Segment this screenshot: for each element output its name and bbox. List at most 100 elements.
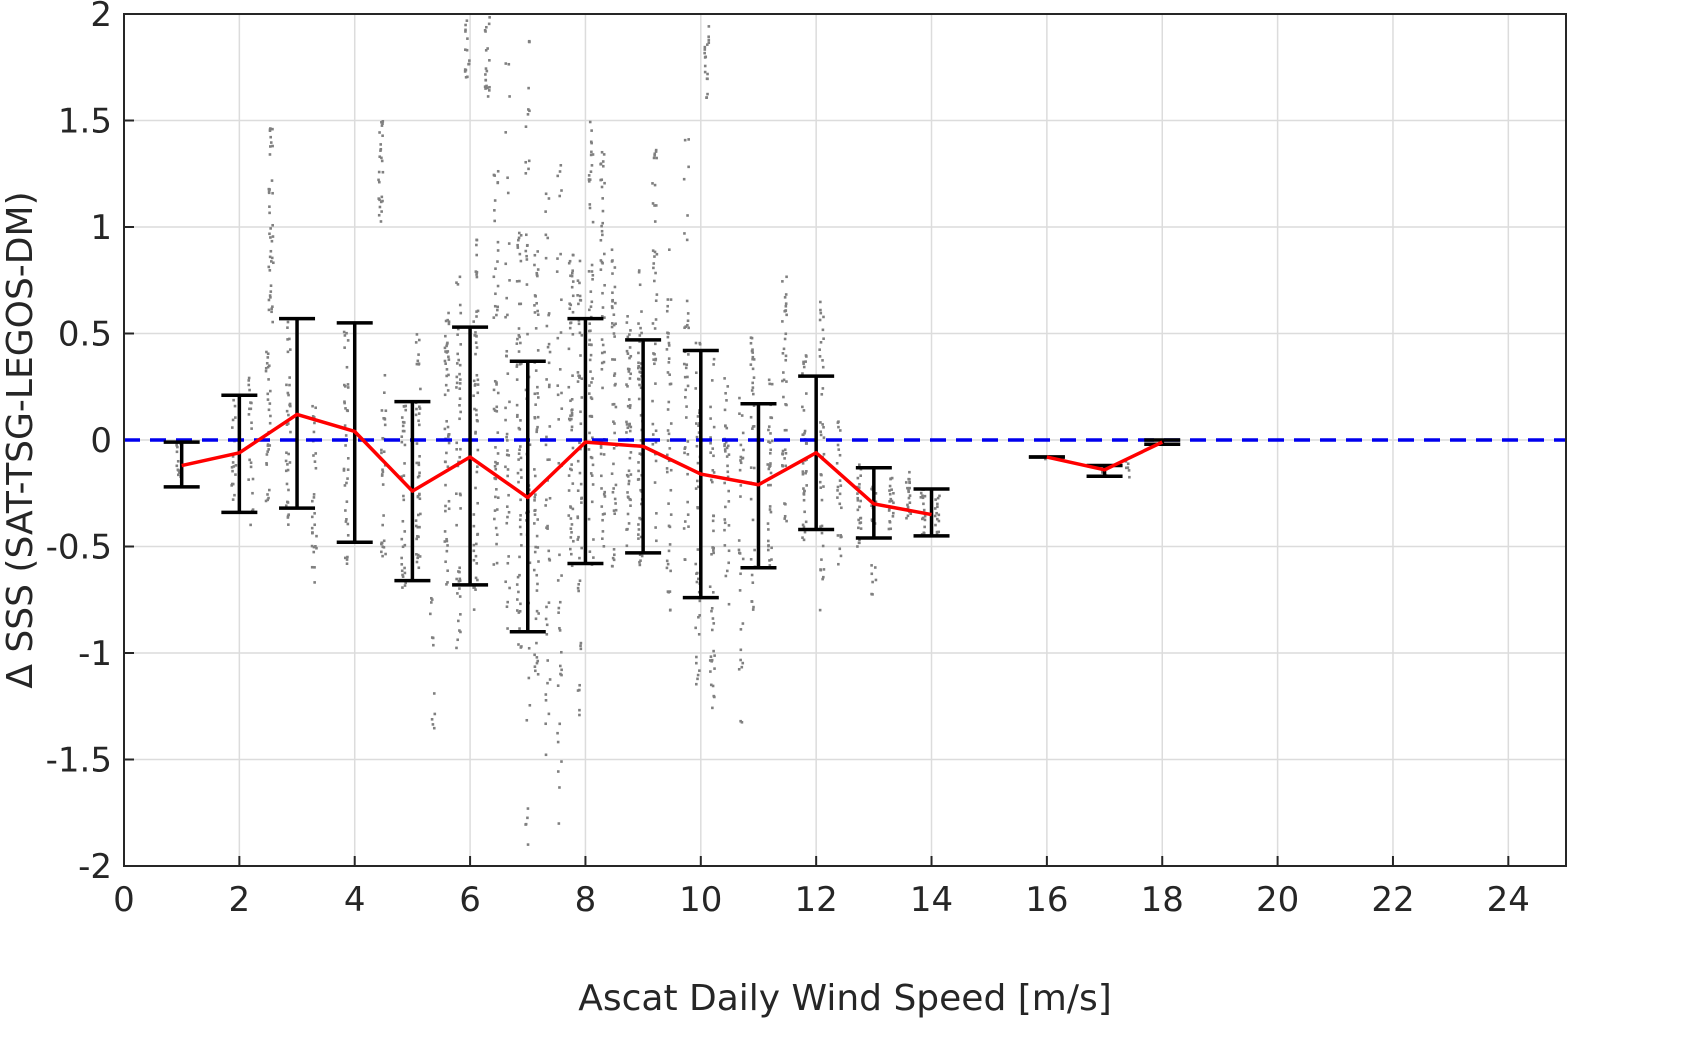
scatter-point [533,522,536,525]
scatter-point [516,609,519,612]
scatter-point [269,135,273,139]
scatter-point [655,252,659,256]
scatter-point [822,426,825,429]
scatter-point [558,629,562,632]
scatter-point [267,187,271,191]
scatter-point [570,564,574,568]
scatter-point [709,683,713,687]
scatter-point [741,431,745,435]
scatter-point [519,456,523,460]
scatter-point [629,354,633,358]
scatter-point [527,646,531,650]
scatter-point [710,660,713,663]
scatter-point [447,433,450,436]
scatter-point [343,556,347,560]
scatter-point [416,525,420,529]
scatter-point [415,442,419,445]
scatter-point [709,451,712,454]
scatter-point [587,180,591,183]
scatter-point [820,498,824,502]
scatter-point [601,386,604,390]
scatter-point [821,359,824,362]
scatter-point [546,236,550,240]
scatter-point [560,391,563,395]
scatter-point [268,444,272,447]
scatter-point [311,531,314,535]
scatter-point [311,499,314,503]
scatter-point [314,452,318,455]
scatter-point [432,692,436,695]
scatter-point [578,259,582,263]
scatter-point [612,558,616,562]
scatter-point [401,573,404,577]
scatter-point [402,474,406,477]
scatter-point [547,313,550,317]
scatter-point [785,519,788,523]
scatter-point [533,665,537,668]
scatter-point [637,528,641,531]
scatter-point [493,304,497,308]
scatter-point [600,229,604,233]
scatter-point [505,354,508,358]
scatter-point [535,301,538,305]
scatter-point [694,341,698,345]
scatter-point [285,423,289,426]
scatter-point [312,416,316,419]
scatter-point [473,384,477,387]
scatter-point [579,422,583,426]
scatter-point [628,424,631,427]
scatter-point [906,514,910,518]
scatter-point [600,224,603,228]
x-tick-label: 6 [459,880,481,920]
scatter-point [888,500,891,503]
scatter-point [381,523,384,527]
scatter-point [415,461,419,465]
scatter-point [612,420,615,424]
scatter-point [267,364,271,368]
scatter-point [612,487,615,490]
scatter-point [380,451,383,455]
scatter-point [476,309,480,313]
scatter-point [709,417,712,420]
scatter-point [737,539,741,542]
scatter-point [629,425,633,429]
scatter-point [455,381,459,385]
scatter-point [446,581,449,584]
scatter-point [638,452,642,455]
scatter-point [590,500,594,504]
scatter-point [601,164,605,168]
scatter-point [518,555,521,559]
scatter-point [444,362,447,365]
scatter-point [727,549,731,553]
scatter-point [752,404,756,407]
scatter-point [723,444,726,448]
scatter-point [495,508,499,511]
scatter-point [727,561,731,565]
scatter-point [472,379,476,383]
scatter-point [496,284,500,288]
scatter-point [468,59,471,62]
scatter-point [839,535,843,539]
scatter-point [667,341,671,345]
scatter-point [507,454,511,457]
scatter-point [599,446,603,449]
scatter-point [802,498,806,502]
scatter-point [1124,466,1128,470]
scatter-point [476,533,479,536]
scatter-point [627,370,631,373]
scatter-point [515,378,519,381]
scatter-point [494,526,498,530]
scatter-point [577,319,581,322]
scatter-point [518,302,521,306]
scatter-point [506,474,509,478]
scatter-point [526,332,529,336]
scatter-point [458,587,461,590]
scatter-point [547,549,551,553]
scatter-point [639,414,643,417]
scatter-point [401,575,405,578]
scatter-point [626,491,629,494]
scatter-point [444,560,447,564]
scatter-point [739,572,742,576]
scatter-point [653,250,657,254]
scatter-point [600,351,604,355]
